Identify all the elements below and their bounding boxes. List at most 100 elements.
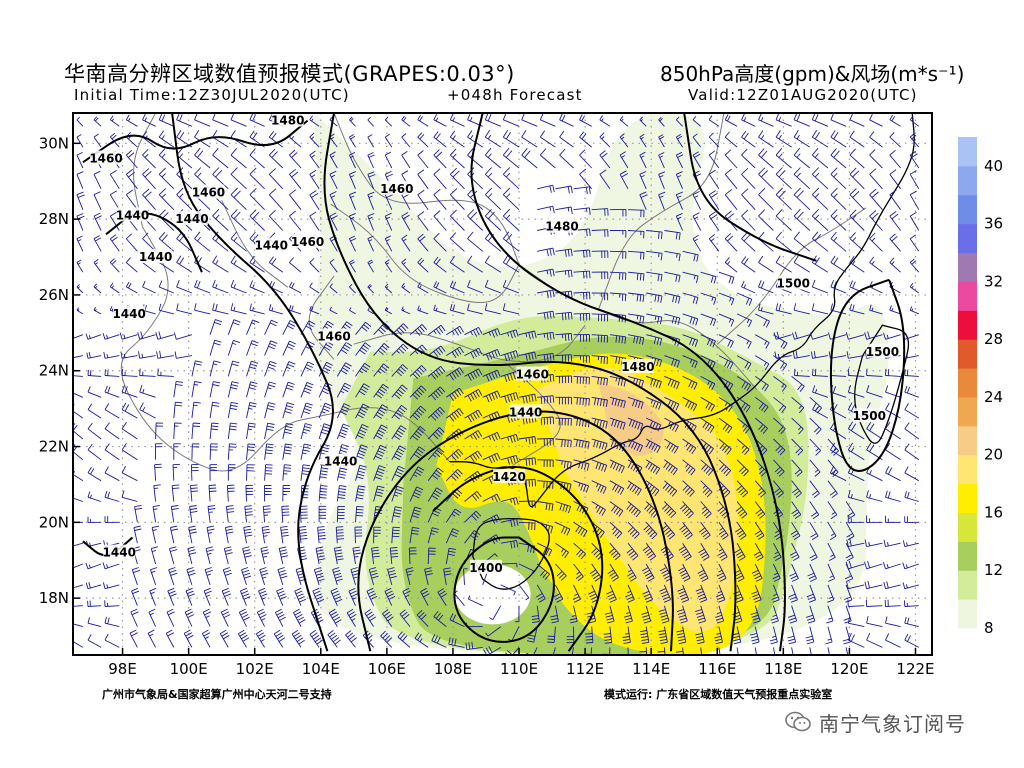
barb-shaft (627, 542, 639, 556)
barb-flag (397, 468, 404, 473)
barb-shaft (348, 590, 356, 606)
barb-shaft (73, 605, 83, 607)
wind-barb (209, 401, 220, 419)
barb-flag (521, 113, 525, 120)
barb-shaft (367, 136, 374, 148)
wind-barb (227, 401, 239, 419)
wind-barb (191, 443, 200, 460)
barb-flag (645, 599, 653, 603)
barb-flag (350, 135, 356, 140)
barb-flag (106, 354, 109, 358)
forecast-hour: +048h Forecast (447, 86, 583, 104)
barb-flag (494, 454, 498, 461)
barb-shaft (110, 119, 120, 127)
wind-barb (367, 191, 375, 210)
wind-barb (591, 438, 608, 451)
barb-flag (158, 188, 167, 196)
barb-flag (701, 508, 708, 514)
wind-barb (332, 567, 343, 586)
barb-flag (401, 234, 408, 240)
barb-flag (612, 552, 619, 558)
barb-flag (653, 444, 658, 452)
barb-flag (311, 136, 315, 140)
barb-flag (748, 320, 753, 328)
barb-flag (305, 325, 313, 330)
barb-shaft (209, 443, 212, 460)
barb-flag (124, 404, 130, 412)
barb-flag (648, 553, 655, 559)
barb-flag (454, 329, 459, 336)
barb-flag (450, 533, 457, 538)
barb-flag (438, 326, 444, 334)
barb-flag (661, 503, 668, 510)
barb-shaft (142, 262, 156, 273)
barb-flag (249, 384, 257, 387)
barb-flag (478, 347, 483, 355)
barb-flag (774, 351, 777, 359)
barb-flag (677, 657, 684, 658)
barb-flag (697, 593, 705, 598)
barb-flag (659, 588, 667, 592)
barb-flag (332, 637, 339, 643)
wind-barb (464, 389, 483, 402)
barb-flag (528, 479, 531, 487)
barb-flag (585, 398, 587, 406)
barb-flag (171, 507, 179, 510)
barb-shaft (139, 375, 156, 377)
barb-flag (561, 313, 564, 321)
wind-barb (282, 464, 292, 481)
barb-flag (263, 511, 271, 513)
barb-flag (348, 611, 355, 616)
barb-flag (662, 620, 670, 624)
barb-shaft (289, 215, 302, 231)
wind-barb (639, 151, 647, 169)
barb-flag (628, 574, 636, 580)
barb-shaft (537, 501, 554, 505)
barb-flag (344, 344, 351, 349)
barb-flag (688, 512, 694, 519)
barb-shaft (555, 185, 572, 190)
barb-flag (728, 276, 732, 284)
barb-flag (398, 348, 405, 354)
barb-flag (752, 593, 760, 598)
barb-shaft (73, 641, 84, 648)
barb-flag (758, 468, 765, 475)
barb-flag (339, 485, 347, 487)
barb-flag (242, 569, 250, 573)
wind-barb (464, 409, 483, 423)
barb-shaft (202, 612, 211, 627)
wind-barb (679, 522, 693, 540)
barb-flag (542, 572, 548, 578)
wind-barb (244, 505, 253, 523)
wind-barb (718, 334, 734, 348)
barb-flag (683, 577, 691, 582)
barb-flag (760, 135, 765, 140)
barb-flag (589, 249, 591, 257)
barb-flag (663, 599, 671, 603)
wind-barb (433, 281, 447, 294)
barb-flag (304, 387, 312, 392)
barb-flag (561, 460, 563, 465)
barb-shaft (87, 449, 102, 461)
barb-flag (610, 550, 617, 556)
wind-barb (664, 438, 679, 454)
barb-flag (692, 317, 696, 325)
wind-barb (449, 613, 465, 628)
wind-barb (329, 151, 338, 169)
barb-flag (602, 420, 605, 428)
barb-flag (657, 274, 660, 282)
barb-flag (430, 394, 437, 401)
barb-flag (340, 411, 347, 416)
barb-flag (109, 115, 114, 121)
barb-flag (658, 191, 666, 196)
barb-flag (271, 132, 277, 140)
barb-shaft (467, 286, 483, 294)
barb-flag (384, 259, 390, 263)
barb-flag (547, 641, 555, 643)
barb-shaft (682, 605, 688, 622)
barb-flag (437, 467, 444, 473)
barb-flag (242, 593, 250, 597)
barb-shaft (467, 309, 483, 315)
barb-flag (195, 360, 203, 363)
barb-flag (659, 567, 667, 572)
